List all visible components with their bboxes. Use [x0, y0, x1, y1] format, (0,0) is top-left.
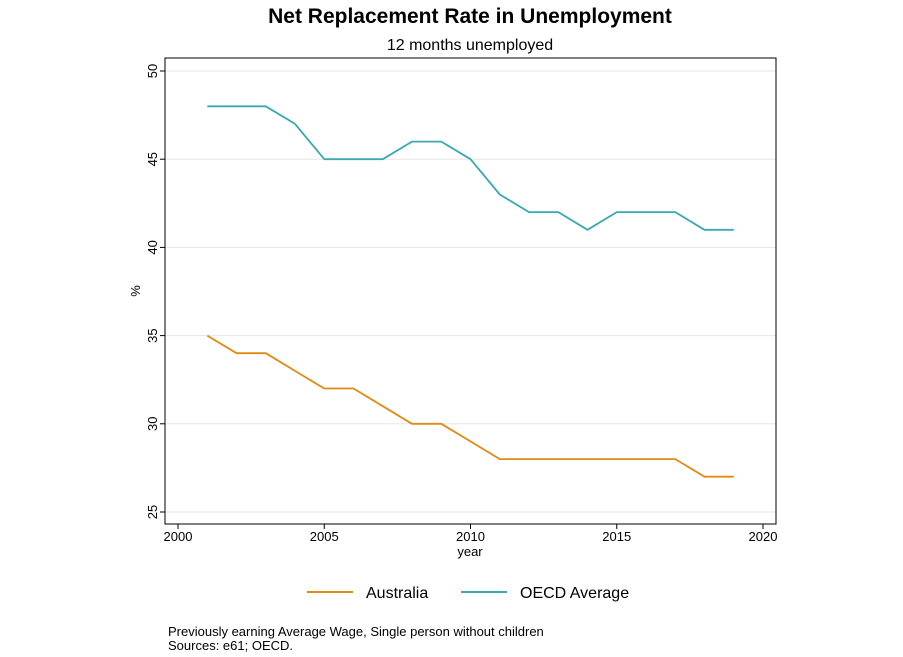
y-tick-label: 40: [145, 240, 160, 254]
y-tick-label: 35: [145, 328, 160, 342]
y-tick-label: 25: [145, 505, 160, 519]
y-axis-ticks: 25 30 35 40 45 50: [145, 64, 165, 519]
y-tick-label: 45: [145, 152, 160, 166]
y-tick-label: 30: [145, 417, 160, 431]
legend-label-oecd-average: OECD Average: [520, 585, 629, 602]
chart-subtitle: 12 months unemployed: [387, 37, 553, 54]
x-tick-label: 2015: [602, 529, 631, 544]
x-axis-ticks: 2000 2005 2010 2015 2020: [164, 524, 778, 544]
plot-frame: [164, 57, 777, 525]
series-line-australia: [206, 334, 734, 478]
series-line-oecd-average: [207, 105, 734, 231]
y-tick-label: 50: [145, 64, 160, 78]
footnote-description: Previously earning Average Wage, Single …: [168, 624, 544, 639]
footnote-sources: Sources: e61; OECD.: [168, 638, 293, 653]
chart-title: Net Replacement Rate in Unemployment: [268, 5, 672, 28]
gridlines: [165, 70, 776, 513]
x-tick-label: 2020: [749, 529, 778, 544]
x-tick-label: 2000: [164, 529, 193, 544]
x-axis-label: year: [457, 544, 483, 559]
x-tick-label: 2010: [456, 529, 485, 544]
legend: Australia OECD Average: [307, 585, 629, 602]
x-tick-label: 2005: [310, 529, 339, 544]
legend-label-australia: Australia: [366, 585, 428, 602]
line-chart: Net Replacement Rate in Unemployment 12 …: [128, 5, 778, 602]
series-lines: [206, 105, 734, 478]
y-axis-label: %: [128, 285, 143, 297]
